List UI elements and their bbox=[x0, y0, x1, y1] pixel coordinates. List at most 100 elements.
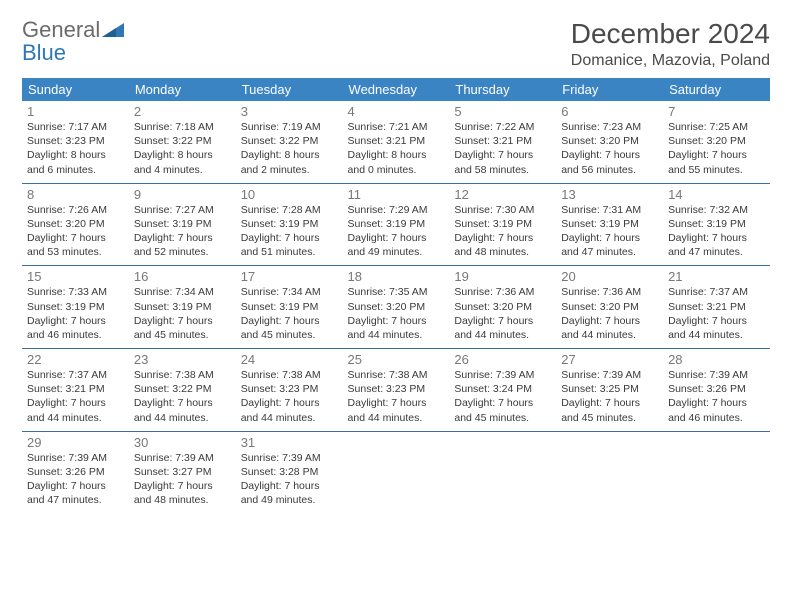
day-number: 5 bbox=[454, 104, 551, 119]
day-number: 21 bbox=[668, 269, 765, 284]
day-number: 20 bbox=[561, 269, 658, 284]
day-ss: Sunset: 3:19 PM bbox=[134, 217, 231, 231]
day-d2: and 56 minutes. bbox=[561, 163, 658, 177]
day-sr: Sunrise: 7:19 AM bbox=[241, 120, 338, 134]
day-ss: Sunset: 3:22 PM bbox=[134, 134, 231, 148]
day-d1: Daylight: 7 hours bbox=[561, 314, 658, 328]
day-number: 25 bbox=[348, 352, 445, 367]
day-d2: and 47 minutes. bbox=[561, 245, 658, 259]
logo-triangle-icon bbox=[102, 17, 124, 42]
day-sr: Sunrise: 7:39 AM bbox=[454, 368, 551, 382]
day-sr: Sunrise: 7:39 AM bbox=[241, 451, 338, 465]
calendar-cell: 6Sunrise: 7:23 AMSunset: 3:20 PMDaylight… bbox=[556, 101, 663, 183]
day-number: 17 bbox=[241, 269, 338, 284]
calendar-cell-empty bbox=[663, 431, 770, 513]
day-ss: Sunset: 3:19 PM bbox=[241, 300, 338, 314]
calendar-cell: 25Sunrise: 7:38 AMSunset: 3:23 PMDayligh… bbox=[343, 349, 450, 432]
header: General Blue December 2024 Domanice, Maz… bbox=[22, 18, 770, 70]
calendar-cell: 4Sunrise: 7:21 AMSunset: 3:21 PMDaylight… bbox=[343, 101, 450, 183]
calendar-cell: 18Sunrise: 7:35 AMSunset: 3:20 PMDayligh… bbox=[343, 266, 450, 349]
day-sr: Sunrise: 7:38 AM bbox=[134, 368, 231, 382]
calendar-cell: 9Sunrise: 7:27 AMSunset: 3:19 PMDaylight… bbox=[129, 183, 236, 266]
calendar-table: SundayMondayTuesdayWednesdayThursdayFrid… bbox=[22, 78, 770, 513]
calendar-row: 8Sunrise: 7:26 AMSunset: 3:20 PMDaylight… bbox=[22, 183, 770, 266]
day-ss: Sunset: 3:19 PM bbox=[134, 300, 231, 314]
day-d1: Daylight: 7 hours bbox=[134, 314, 231, 328]
day-sr: Sunrise: 7:32 AM bbox=[668, 203, 765, 217]
day-number: 11 bbox=[348, 187, 445, 202]
day-ss: Sunset: 3:24 PM bbox=[454, 382, 551, 396]
calendar-cell: 14Sunrise: 7:32 AMSunset: 3:19 PMDayligh… bbox=[663, 183, 770, 266]
day-d1: Daylight: 7 hours bbox=[454, 231, 551, 245]
day-number: 23 bbox=[134, 352, 231, 367]
day-d1: Daylight: 8 hours bbox=[27, 148, 124, 162]
calendar-cell: 2Sunrise: 7:18 AMSunset: 3:22 PMDaylight… bbox=[129, 101, 236, 183]
day-d1: Daylight: 7 hours bbox=[241, 479, 338, 493]
day-sr: Sunrise: 7:30 AM bbox=[454, 203, 551, 217]
day-sr: Sunrise: 7:35 AM bbox=[348, 285, 445, 299]
calendar-cell-empty bbox=[343, 431, 450, 513]
day-number: 7 bbox=[668, 104, 765, 119]
day-sr: Sunrise: 7:23 AM bbox=[561, 120, 658, 134]
day-number: 6 bbox=[561, 104, 658, 119]
day-ss: Sunset: 3:20 PM bbox=[561, 134, 658, 148]
day-d2: and 0 minutes. bbox=[348, 163, 445, 177]
logo-text: General Blue bbox=[22, 18, 124, 64]
day-number: 26 bbox=[454, 352, 551, 367]
calendar-cell: 10Sunrise: 7:28 AMSunset: 3:19 PMDayligh… bbox=[236, 183, 343, 266]
day-number: 31 bbox=[241, 435, 338, 450]
day-sr: Sunrise: 7:36 AM bbox=[561, 285, 658, 299]
day-d2: and 47 minutes. bbox=[27, 493, 124, 507]
day-d2: and 51 minutes. bbox=[241, 245, 338, 259]
day-number: 28 bbox=[668, 352, 765, 367]
day-ss: Sunset: 3:19 PM bbox=[668, 217, 765, 231]
calendar-cell: 19Sunrise: 7:36 AMSunset: 3:20 PMDayligh… bbox=[449, 266, 556, 349]
day-ss: Sunset: 3:28 PM bbox=[241, 465, 338, 479]
day-d1: Daylight: 7 hours bbox=[134, 231, 231, 245]
day-ss: Sunset: 3:25 PM bbox=[561, 382, 658, 396]
day-sr: Sunrise: 7:39 AM bbox=[561, 368, 658, 382]
calendar-cell: 15Sunrise: 7:33 AMSunset: 3:19 PMDayligh… bbox=[22, 266, 129, 349]
day-sr: Sunrise: 7:25 AM bbox=[668, 120, 765, 134]
weekday-header: Sunday bbox=[22, 78, 129, 101]
day-d2: and 45 minutes. bbox=[454, 411, 551, 425]
calendar-header: SundayMondayTuesdayWednesdayThursdayFrid… bbox=[22, 78, 770, 101]
day-sr: Sunrise: 7:37 AM bbox=[668, 285, 765, 299]
day-sr: Sunrise: 7:38 AM bbox=[348, 368, 445, 382]
day-d2: and 53 minutes. bbox=[27, 245, 124, 259]
day-number: 30 bbox=[134, 435, 231, 450]
calendar-row: 22Sunrise: 7:37 AMSunset: 3:21 PMDayligh… bbox=[22, 349, 770, 432]
day-number: 4 bbox=[348, 104, 445, 119]
day-number: 14 bbox=[668, 187, 765, 202]
calendar-cell: 21Sunrise: 7:37 AMSunset: 3:21 PMDayligh… bbox=[663, 266, 770, 349]
weekday-header: Tuesday bbox=[236, 78, 343, 101]
day-sr: Sunrise: 7:34 AM bbox=[241, 285, 338, 299]
day-d2: and 58 minutes. bbox=[454, 163, 551, 177]
day-d1: Daylight: 7 hours bbox=[241, 396, 338, 410]
day-d2: and 55 minutes. bbox=[668, 163, 765, 177]
day-sr: Sunrise: 7:27 AM bbox=[134, 203, 231, 217]
day-sr: Sunrise: 7:39 AM bbox=[668, 368, 765, 382]
day-sr: Sunrise: 7:37 AM bbox=[27, 368, 124, 382]
day-ss: Sunset: 3:19 PM bbox=[241, 217, 338, 231]
calendar-cell: 3Sunrise: 7:19 AMSunset: 3:22 PMDaylight… bbox=[236, 101, 343, 183]
day-d1: Daylight: 7 hours bbox=[454, 396, 551, 410]
day-d2: and 49 minutes. bbox=[241, 493, 338, 507]
logo: General Blue bbox=[22, 18, 124, 64]
calendar-body: 1Sunrise: 7:17 AMSunset: 3:23 PMDaylight… bbox=[22, 101, 770, 513]
page-title: December 2024 bbox=[571, 18, 770, 50]
location: Domanice, Mazovia, Poland bbox=[571, 52, 770, 70]
day-ss: Sunset: 3:19 PM bbox=[27, 300, 124, 314]
day-d1: Daylight: 8 hours bbox=[241, 148, 338, 162]
calendar-row: 1Sunrise: 7:17 AMSunset: 3:23 PMDaylight… bbox=[22, 101, 770, 183]
day-sr: Sunrise: 7:34 AM bbox=[134, 285, 231, 299]
day-d2: and 49 minutes. bbox=[348, 245, 445, 259]
day-d1: Daylight: 7 hours bbox=[668, 148, 765, 162]
calendar-cell: 7Sunrise: 7:25 AMSunset: 3:20 PMDaylight… bbox=[663, 101, 770, 183]
calendar-row: 29Sunrise: 7:39 AMSunset: 3:26 PMDayligh… bbox=[22, 431, 770, 513]
day-number: 29 bbox=[27, 435, 124, 450]
day-number: 12 bbox=[454, 187, 551, 202]
day-ss: Sunset: 3:21 PM bbox=[27, 382, 124, 396]
day-d1: Daylight: 7 hours bbox=[134, 396, 231, 410]
day-ss: Sunset: 3:21 PM bbox=[348, 134, 445, 148]
